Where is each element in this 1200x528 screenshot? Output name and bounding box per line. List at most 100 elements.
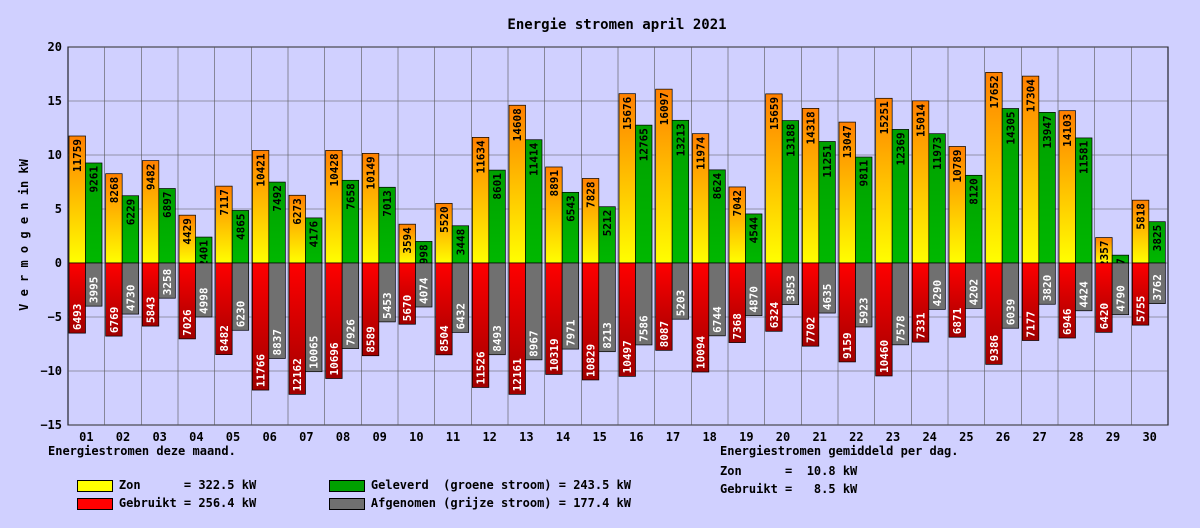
data-label: 7026 [181,309,194,336]
data-label: 10319 [548,338,561,371]
x-tick-label: 26 [996,430,1010,444]
afgenomen-bar [561,262,580,350]
chart-title: Energie stromen april 2021 [507,17,726,33]
data-label: 8268 [108,177,121,204]
legend-zon-text: Zon = 322.5 kW [118,478,257,492]
afgenomen-bar [85,262,103,307]
x-tick-label: 03 [152,430,166,444]
data-label: 17652 [988,75,1001,108]
data-label: 2357 [1098,241,1111,268]
data-label: 8837 [271,329,284,356]
x-tick-label: 27 [1032,430,1046,444]
afgenomen-bar [525,262,543,361]
data-label: 12162 [291,358,304,391]
data-label: 7828 [585,181,598,208]
data-label: 12369 [894,132,907,165]
legend: Energiestromen deze maand. Zon = 322.5 k… [48,444,631,528]
afgenomen-bar [231,262,250,331]
data-label: 3820 [1041,275,1054,302]
data-label: 7117 [218,189,231,216]
data-label: 11766 [255,354,268,387]
data-label: 9261 [88,166,101,193]
data-label: 5670 [401,295,414,322]
data-label: 6871 [951,307,964,334]
y-tick-label: 5 [55,202,62,216]
x-tick-label: 30 [1142,430,1156,444]
y-tick-label: 20 [48,40,62,54]
data-label: 11634 [475,140,488,173]
x-tick-label: 16 [629,430,643,444]
afgenomen-bar [1038,262,1056,305]
data-label: 7586 [638,315,651,342]
data-label: 3762 [1151,274,1164,301]
afgenomen-bar [818,262,836,314]
legend-item-gebruikt: Gebruikt = 256.4 kW [48,482,256,524]
data-label: 2401 [198,240,211,267]
data-label: 4870 [748,286,761,313]
x-tick-label: 07 [299,430,313,444]
data-label: 15676 [621,96,634,129]
data-label: 12765 [638,128,651,161]
data-label: 10789 [951,149,964,182]
data-label: 8493 [491,325,504,352]
afgenomen-bar [1001,262,1020,329]
legend-gebruikt-text: Gebruikt = 256.4 kW [118,496,257,510]
data-label: 13213 [674,123,687,156]
data-label: 6946 [1061,308,1074,335]
legend-heading: Energiestromen deze maand. [48,444,236,458]
x-tick-label: 22 [849,430,863,444]
data-label: 16097 [658,92,671,125]
data-label: 6229 [124,199,137,226]
data-label: 7971 [564,319,577,346]
x-tick-label: 13 [519,430,533,444]
data-label: 11759 [71,139,84,172]
afgenomen-bar [305,262,323,373]
x-tick-label: 02 [116,430,130,444]
data-label: 5453 [381,292,394,319]
geleverd-swatch [328,479,365,492]
x-tick-label: 08 [336,430,350,444]
data-label: 4176 [308,221,321,248]
data-label: 6230 [234,301,247,328]
data-label: 7331 [915,312,928,339]
data-label: 10149 [365,156,378,189]
data-label: 8624 [711,172,724,199]
data-label: 6744 [711,306,724,333]
x-tick-label: 25 [959,430,973,444]
data-label: 6273 [291,198,304,225]
afgenomen-bar [598,262,616,353]
x-tick-label: 19 [739,430,753,444]
legend-item-zon: Zon = 322.5 kW [48,464,256,506]
grid [67,46,1169,426]
data-label: 10696 [328,342,341,375]
legend-geleverd-text: Geleverd (groene stroom) = 243.5 kW [370,478,631,492]
data-label: 15014 [915,103,928,136]
average-gebruikt: Gebruikt = 8.5 kW [720,482,858,496]
afgenomen-bar [781,262,800,305]
data-label: 3853 [784,275,797,302]
data-label: 3594 [401,227,414,254]
data-label: 7492 [271,185,284,212]
x-tick-label: 14 [556,430,570,444]
data-label: 14318 [805,111,818,144]
afgenomen-bar [635,262,653,346]
data-label: 6897 [161,192,174,219]
data-label: 6324 [768,301,781,328]
y-tick-label: 10 [48,148,62,162]
data-label: 7926 [344,319,357,346]
y-tick-label: −10 [40,364,62,378]
x-categories: 01 02 03 04 05 06 07 08 09 10 11 12 13 14 15 16 17 18 19 20… [79,430,1157,444]
afgenomen-bar [1075,262,1093,312]
data-label: 4074 [418,277,431,304]
x-tick-label: 18 [702,430,716,444]
data-label: 6420 [1098,303,1111,330]
afgenomen-bar [158,262,176,299]
gebruikt-swatch [76,497,113,510]
data-label: 9482 [145,164,158,191]
afgenomen-bar [671,262,690,320]
data-label: 4290 [931,280,944,307]
data-label: 5843 [145,297,158,324]
afgenomen-bar [378,262,396,323]
averages-heading: Energiestromen gemiddeld per dag. [720,444,959,458]
data-label: 15659 [768,97,781,130]
